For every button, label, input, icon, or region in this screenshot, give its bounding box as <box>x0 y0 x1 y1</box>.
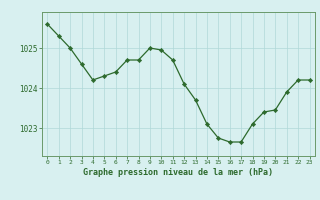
X-axis label: Graphe pression niveau de la mer (hPa): Graphe pression niveau de la mer (hPa) <box>84 168 273 177</box>
